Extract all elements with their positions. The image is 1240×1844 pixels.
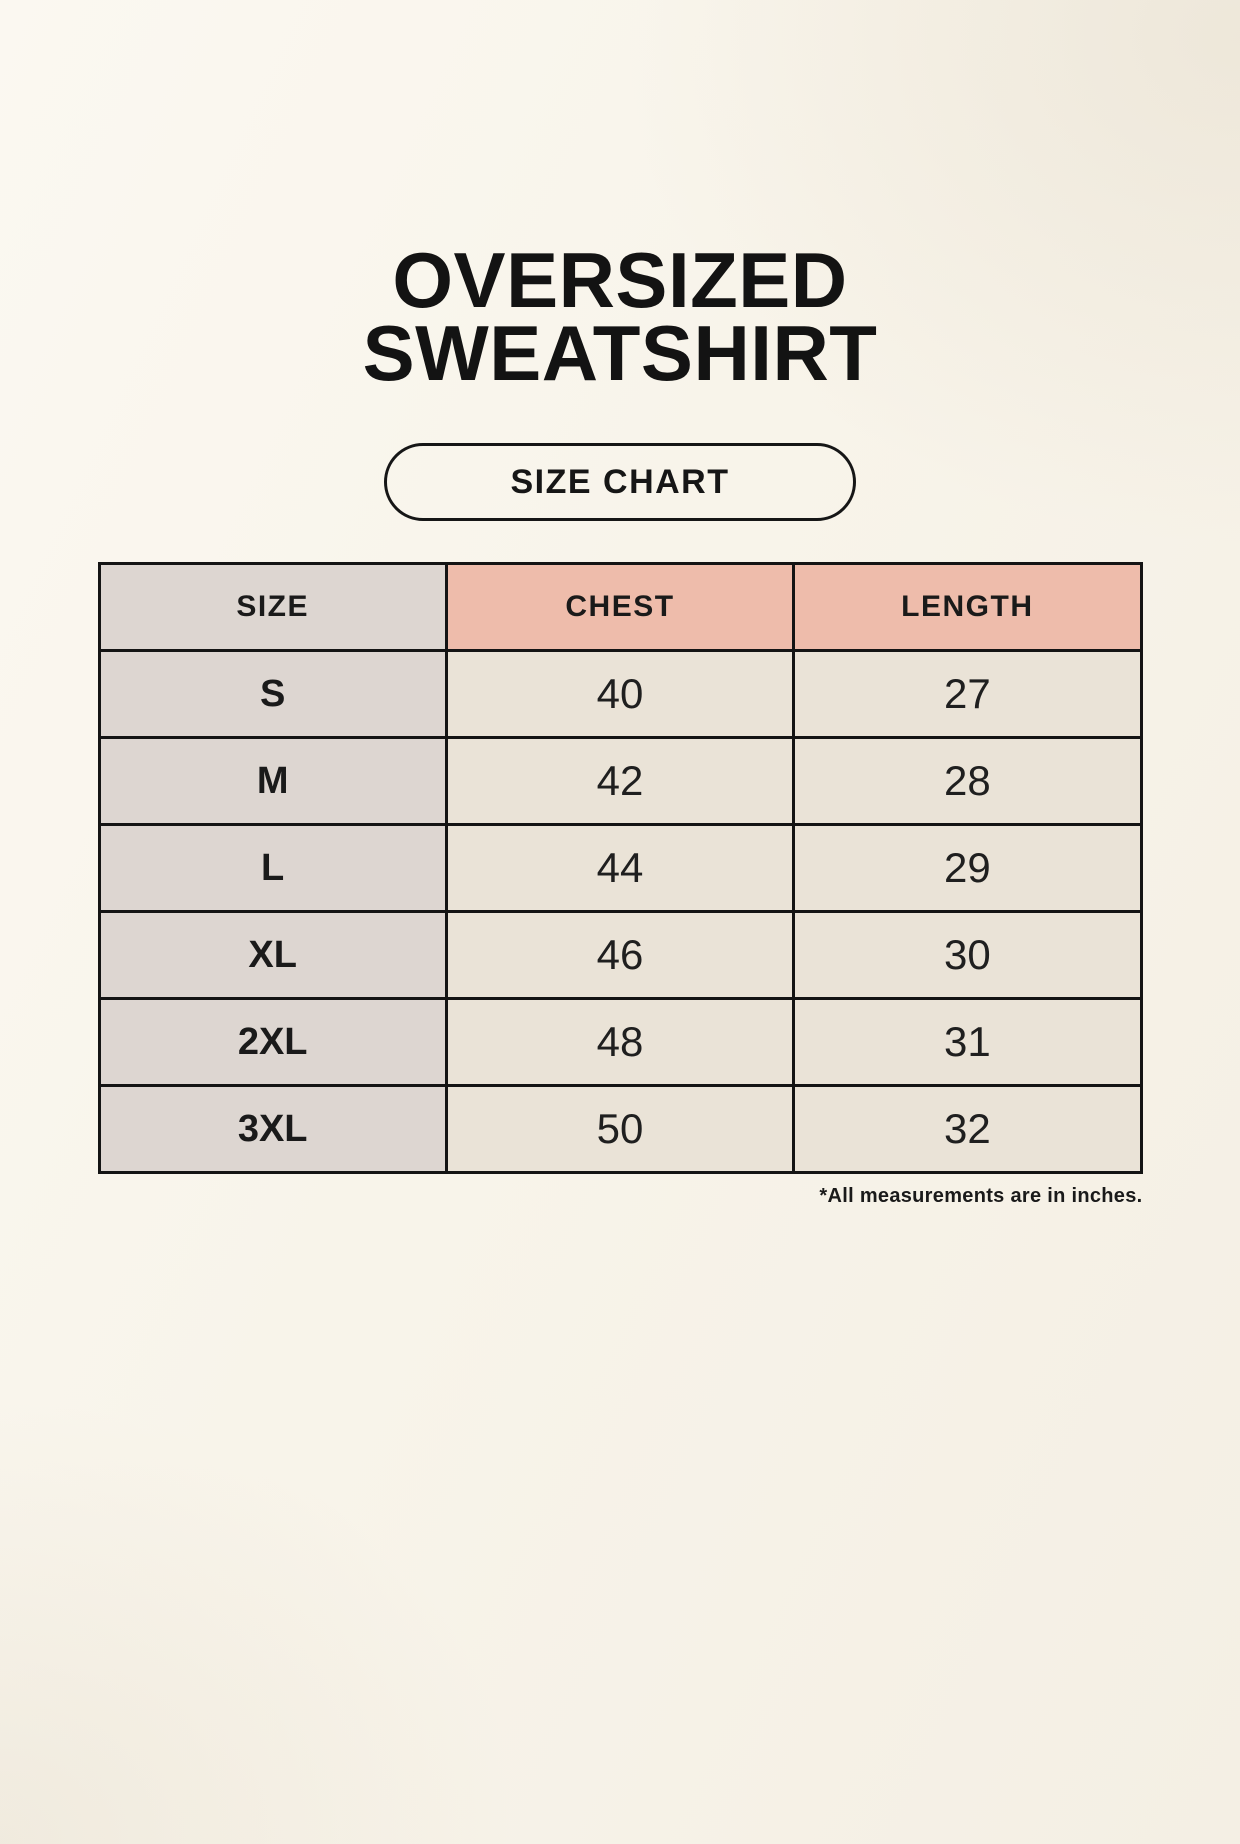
measurements-footnote: *All measurements are in inches. (819, 1185, 1143, 1208)
size-chart-badge: SIZE CHART (384, 443, 856, 522)
length-value-cell: 31 (792, 997, 1143, 1088)
length-value-cell: 32 (792, 1084, 1143, 1175)
chest-value-cell: 44 (444, 823, 796, 914)
size-label-cell: 2XL (97, 997, 448, 1088)
size-label-cell: S (97, 649, 448, 740)
table-row-xl: XL 46 30 (97, 910, 1143, 1001)
product-title-line-1: OVERSIZED (392, 236, 848, 324)
size-label-cell: M (97, 736, 448, 827)
product-title-line-2: SWEATSHIRT (362, 308, 878, 397)
chest-value-cell: 40 (444, 649, 796, 740)
size-label-cell: 3XL (97, 1084, 448, 1175)
size-table: SIZE CHEST LENGTH S 40 27 M 42 28 L 44 2… (97, 562, 1143, 1175)
chest-value-cell: 46 (444, 910, 796, 1001)
page-background: { "page": { "title_line1": "OVERSIZED", … (0, 236, 1240, 1844)
table-row-l: L 44 29 (97, 823, 1143, 914)
chest-value-cell: 42 (444, 736, 796, 827)
chest-value-cell: 48 (444, 997, 796, 1088)
column-header-length: LENGTH (792, 562, 1143, 653)
table-row-s: S 40 27 (97, 649, 1143, 740)
length-value-cell: 27 (792, 649, 1143, 740)
chest-value-cell: 50 (444, 1084, 796, 1175)
table-row-3xl: 3XL 50 32 (97, 1084, 1143, 1175)
length-value-cell: 29 (792, 823, 1143, 914)
size-table-container: SIZE CHEST LENGTH S 40 27 M 42 28 L 44 2… (97, 562, 1143, 1175)
length-value-cell: 30 (792, 910, 1143, 1001)
header-row: SIZE CHEST LENGTH (97, 562, 1143, 653)
size-label-cell: XL (97, 910, 448, 1001)
column-header-size: SIZE (97, 562, 448, 653)
table-row-2xl: 2XL 48 31 (97, 997, 1143, 1088)
column-header-chest: CHEST (444, 562, 796, 653)
length-value-cell: 28 (792, 736, 1143, 827)
size-chart-badge-label: SIZE CHART (510, 462, 730, 501)
table-row-m: M 42 28 (97, 736, 1143, 827)
size-label-cell: L (97, 823, 448, 914)
product-title: OVERSIZED SWEATSHIRT (0, 236, 1240, 397)
